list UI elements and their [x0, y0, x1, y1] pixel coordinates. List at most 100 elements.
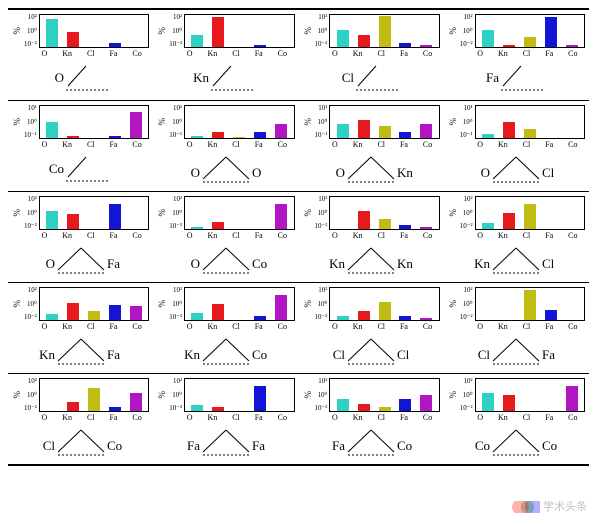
panel-19: %10²10⁰10⁻²OKnClFaCoCoCo — [444, 374, 589, 464]
x-labels: OKnClFaCo — [325, 413, 440, 422]
structure-diagram: ClCo — [12, 428, 149, 458]
y-tick: 10⁻¹ — [315, 132, 328, 139]
x-label: O — [477, 322, 483, 331]
diagram-icon: OFa — [36, 246, 126, 276]
x-label: Fa — [400, 49, 408, 58]
bar-chart: %10²10⁰10⁻² — [448, 287, 585, 321]
bar-O — [337, 124, 349, 138]
y-tick: 10⁻¹ — [169, 132, 182, 139]
y-ticks: 10¹10⁰10⁻¹ — [460, 105, 473, 139]
y-axis-label: % — [303, 391, 313, 399]
y-tick: 10⁻² — [24, 223, 37, 230]
bar-O — [46, 314, 58, 320]
y-axis-label: % — [448, 391, 458, 399]
svg-text:Kn: Kn — [329, 256, 345, 271]
plot-area — [475, 196, 585, 230]
x-labels: OKnClFaCo — [325, 140, 440, 149]
x-label: O — [477, 140, 483, 149]
y-axis-label: % — [448, 300, 458, 308]
x-label: O — [187, 322, 193, 331]
bar-Fa — [109, 204, 121, 229]
y-tick: 10² — [169, 287, 182, 294]
x-label: O — [332, 413, 338, 422]
panel-17: %10²10⁰10⁻²OKnClFaCoFaFa — [153, 374, 298, 464]
plot-area — [329, 196, 439, 230]
bar-Cl — [524, 204, 536, 229]
x-label: Kn — [62, 231, 72, 240]
bar-Kn — [212, 222, 224, 229]
svg-text:Cl: Cl — [42, 438, 55, 453]
bar-O — [46, 122, 58, 138]
bar-chart: %10²10⁰10⁻² — [12, 14, 149, 48]
y-tick: 10⁻¹ — [24, 132, 37, 139]
svg-text:Fa: Fa — [107, 256, 120, 271]
x-label: O — [41, 140, 47, 149]
y-tick: 10⁰ — [169, 392, 182, 399]
y-tick: 10² — [315, 378, 328, 385]
x-label: Cl — [87, 322, 95, 331]
x-label: O — [477, 49, 483, 58]
bar-O — [191, 35, 203, 47]
bar-Cl — [379, 302, 391, 320]
x-label: Kn — [207, 413, 217, 422]
bar-Co — [420, 318, 432, 320]
bar-Fa — [109, 407, 121, 411]
bar-chart: %10²10⁰10⁻² — [157, 378, 294, 412]
bar-Kn — [212, 132, 224, 138]
bar-Fa — [254, 316, 266, 320]
x-label: O — [41, 413, 47, 422]
x-label: Kn — [207, 322, 217, 331]
bar-O — [191, 405, 203, 411]
plot-area — [184, 287, 294, 321]
y-ticks: 10²10⁰10⁻² — [24, 196, 37, 230]
x-label: Kn — [353, 413, 363, 422]
bar-chart: %10²10⁰10⁻² — [448, 378, 585, 412]
y-tick: 10⁰ — [24, 301, 37, 308]
x-label: Kn — [62, 322, 72, 331]
x-label: Co — [568, 322, 577, 331]
y-tick: 10² — [24, 14, 37, 21]
bar-Kn — [358, 404, 370, 411]
bar-Fa — [109, 305, 121, 320]
bar-Kn — [67, 136, 79, 138]
y-tick: 10⁻² — [169, 223, 182, 230]
plot-area — [184, 14, 294, 48]
svg-text:Fa: Fa — [542, 347, 555, 362]
y-tick: 10² — [460, 196, 473, 203]
structure-diagram: OFa — [12, 246, 149, 276]
x-label: Cl — [523, 413, 531, 422]
bar-Co — [130, 112, 142, 138]
structure-diagram: FaFa — [157, 428, 294, 458]
plot-area — [475, 105, 585, 139]
x-label: Cl — [523, 140, 531, 149]
panel-12: %10²10⁰10⁻²OKnClFaCoKnFa — [8, 283, 153, 373]
plot-area — [184, 105, 294, 139]
y-tick: 10² — [460, 378, 473, 385]
bar-chart: %10¹10⁰10⁻¹ — [12, 105, 149, 139]
y-tick: 10² — [24, 378, 37, 385]
x-label: Co — [278, 140, 287, 149]
x-label: Kn — [62, 413, 72, 422]
x-label: Co — [132, 413, 141, 422]
x-label: Fa — [545, 49, 553, 58]
y-axis-label: % — [12, 209, 22, 217]
panel-4: %10¹10⁰10⁻¹OKnClFaCoCo — [8, 101, 153, 191]
x-label: Kn — [207, 140, 217, 149]
y-axis-label: % — [157, 209, 167, 217]
y-ticks: 10²10⁰10⁻² — [315, 196, 328, 230]
diagram-icon: OCl — [471, 155, 561, 185]
x-label: Cl — [232, 231, 240, 240]
panel-10: %10²10⁰10⁻²OKnClFaCoKnKn — [299, 192, 444, 282]
bar-Kn — [358, 35, 370, 47]
bar-chart: %10²10⁰10⁻² — [303, 378, 440, 412]
diagram-icon: ClFa — [471, 337, 561, 367]
x-label: Co — [278, 322, 287, 331]
x-labels: OKnClFaCo — [325, 49, 440, 58]
y-tick: 10⁰ — [169, 301, 182, 308]
y-axis-label: % — [303, 27, 313, 35]
bar-chart: %10²10⁰10⁻² — [157, 287, 294, 321]
bar-Kn — [212, 17, 224, 47]
x-label: Cl — [523, 231, 531, 240]
x-label: Co — [278, 49, 287, 58]
structure-diagram: KnCl — [448, 246, 585, 276]
